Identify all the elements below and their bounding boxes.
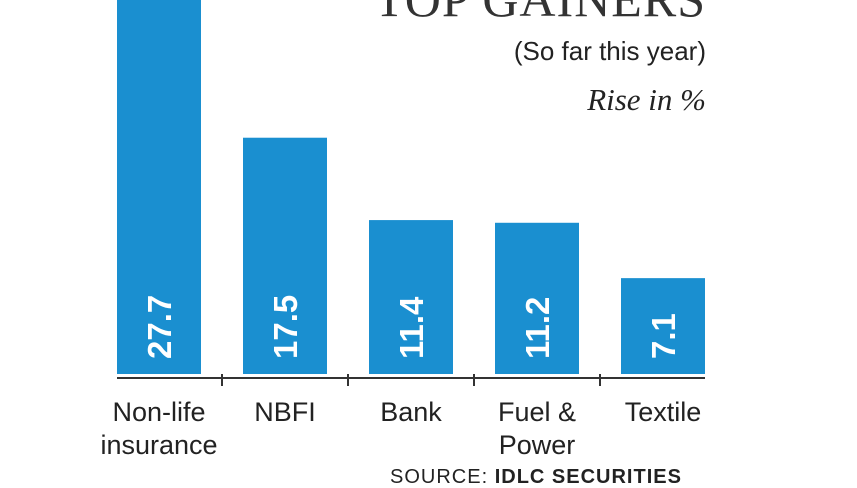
source-credit: SOURCE: IDLC SECURITIES: [390, 467, 682, 487]
category-label-1-line-2: insurance: [100, 430, 217, 460]
bar-3: [369, 220, 453, 374]
value-label-2: 17.5: [267, 295, 304, 359]
category-label-1-line-1: Non-life: [112, 397, 205, 427]
category-label-5: Textile: [625, 397, 702, 427]
value-label-4: 11.2: [519, 297, 556, 359]
chart-title: TOP GAINERS: [374, 0, 706, 24]
category-label-3: Bank: [380, 397, 442, 427]
category-label-4-line-1: Fuel &: [498, 397, 576, 427]
source-name: IDLC SECURITIES: [494, 466, 682, 488]
bar-2: [243, 137, 327, 374]
bar-1: [117, 0, 201, 374]
value-label-3: 11.4: [393, 296, 430, 359]
bar-4: [495, 222, 579, 374]
category-label-4-line-2: Power: [499, 430, 576, 460]
value-label-5: 7.1: [645, 313, 682, 359]
category-label-2: NBFI: [254, 397, 316, 427]
value-label-1: 27.7: [141, 295, 178, 359]
chart-subtitle: (So far this year): [513, 36, 706, 66]
source-prefix: SOURCE:: [390, 466, 489, 488]
bar-5: [621, 278, 705, 374]
unit-label: Rise in %: [587, 82, 706, 117]
